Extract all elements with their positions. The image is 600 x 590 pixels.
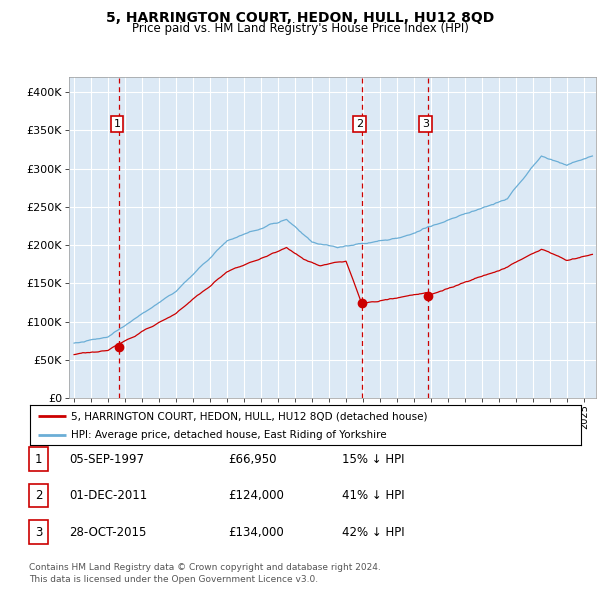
Text: 1: 1 <box>35 453 42 466</box>
Text: 15% ↓ HPI: 15% ↓ HPI <box>342 453 404 466</box>
Text: 41% ↓ HPI: 41% ↓ HPI <box>342 489 404 502</box>
Text: Price paid vs. HM Land Registry's House Price Index (HPI): Price paid vs. HM Land Registry's House … <box>131 22 469 35</box>
Text: 5, HARRINGTON COURT, HEDON, HULL, HU12 8QD: 5, HARRINGTON COURT, HEDON, HULL, HU12 8… <box>106 11 494 25</box>
Text: £124,000: £124,000 <box>228 489 284 502</box>
Text: 2: 2 <box>356 119 363 129</box>
Text: HPI: Average price, detached house, East Riding of Yorkshire: HPI: Average price, detached house, East… <box>71 430 387 440</box>
Text: £66,950: £66,950 <box>228 453 277 466</box>
Text: 42% ↓ HPI: 42% ↓ HPI <box>342 526 404 539</box>
Text: 28-OCT-2015: 28-OCT-2015 <box>69 526 146 539</box>
Text: 5, HARRINGTON COURT, HEDON, HULL, HU12 8QD (detached house): 5, HARRINGTON COURT, HEDON, HULL, HU12 8… <box>71 411 428 421</box>
Text: 1: 1 <box>113 119 121 129</box>
Text: 3: 3 <box>35 526 42 539</box>
Text: £134,000: £134,000 <box>228 526 284 539</box>
Text: 05-SEP-1997: 05-SEP-1997 <box>69 453 144 466</box>
Text: 2: 2 <box>35 489 42 502</box>
Text: Contains HM Land Registry data © Crown copyright and database right 2024.
This d: Contains HM Land Registry data © Crown c… <box>29 563 380 584</box>
Text: 01-DEC-2011: 01-DEC-2011 <box>69 489 147 502</box>
Text: 3: 3 <box>422 119 429 129</box>
